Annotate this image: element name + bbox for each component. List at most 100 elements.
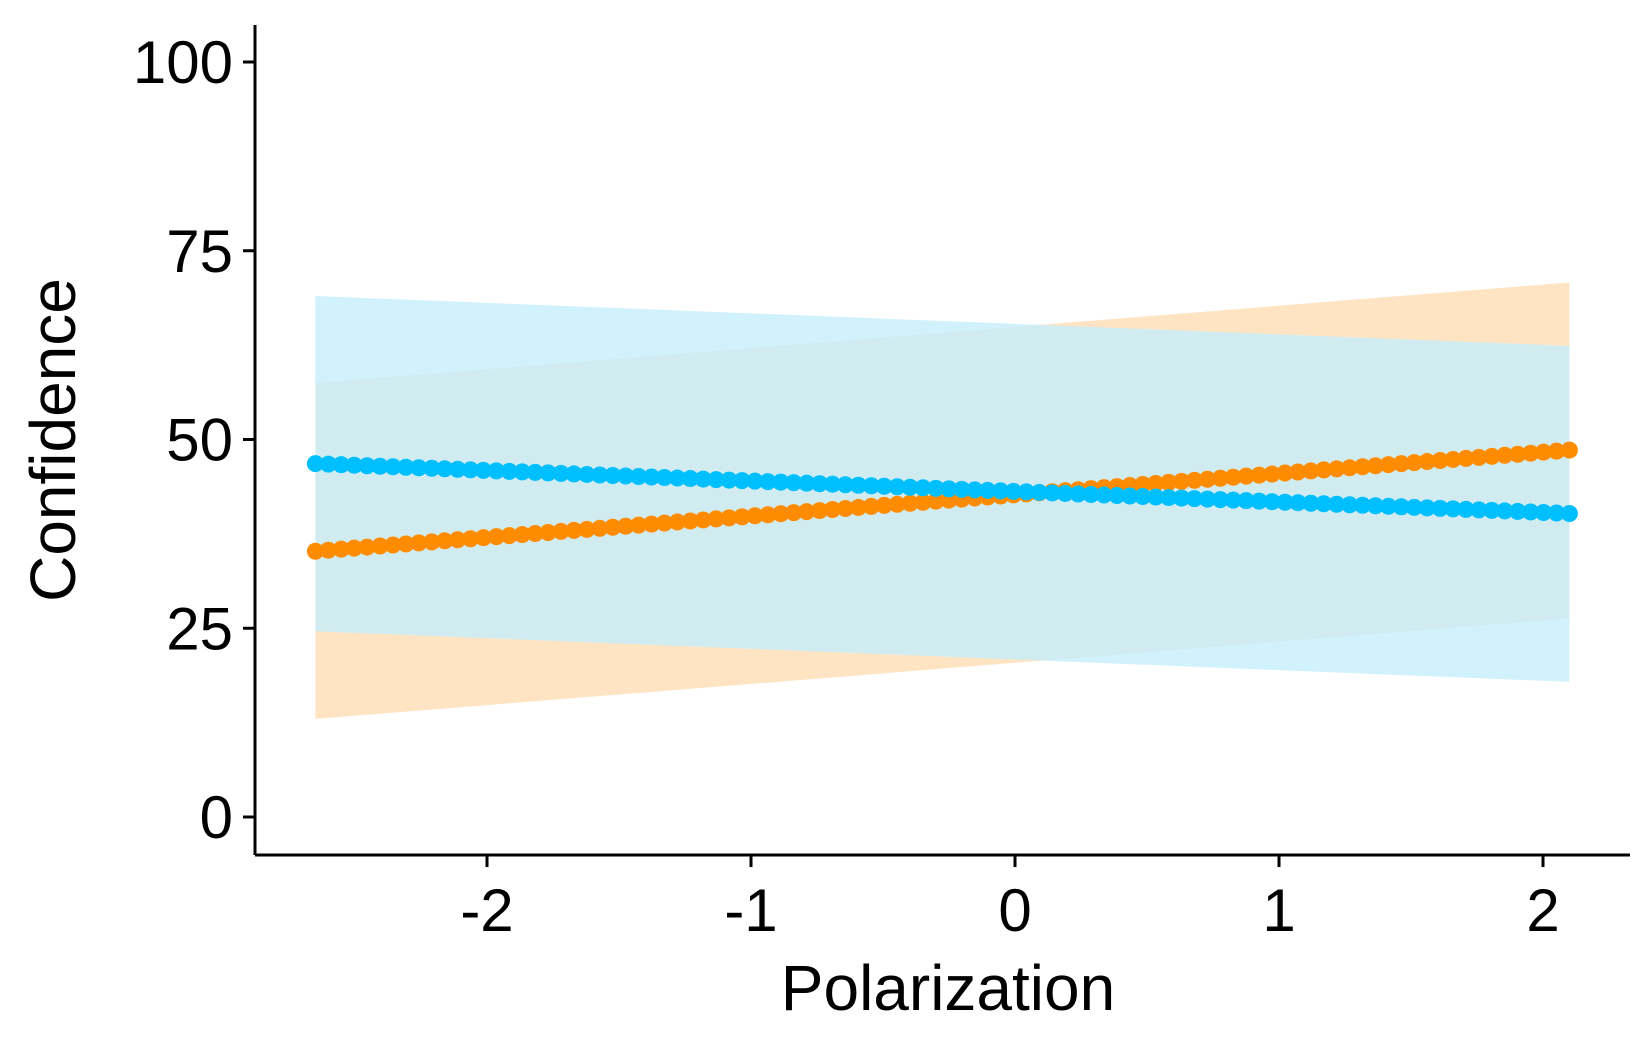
data-point [1147, 488, 1165, 506]
data-point [1147, 474, 1165, 492]
data-point [423, 459, 441, 477]
data-point [513, 463, 531, 481]
data-point [1069, 485, 1087, 503]
data-point [707, 510, 725, 528]
data-point [953, 480, 971, 498]
data-point [694, 470, 712, 488]
data-point [1354, 496, 1372, 514]
data-point [630, 516, 648, 534]
data-point [1237, 467, 1255, 485]
data-point [565, 465, 583, 483]
data-point [1547, 504, 1565, 522]
data-point [1276, 493, 1294, 511]
data-point [1134, 488, 1152, 506]
y-tick-label: 100 [133, 29, 233, 96]
data-point [1185, 490, 1203, 508]
data-point [733, 472, 751, 490]
data-point [927, 492, 945, 510]
data-point [410, 534, 428, 552]
data-point [1328, 495, 1346, 513]
data-point [707, 471, 725, 489]
data-point [1444, 500, 1462, 518]
data-point [811, 502, 829, 520]
data-point [591, 519, 609, 537]
data-point [371, 537, 389, 555]
data-point [1457, 449, 1475, 467]
data-point [1043, 484, 1061, 502]
data-point [1108, 487, 1126, 505]
data-point [1198, 490, 1216, 508]
data-point [772, 473, 790, 491]
data-point [1211, 491, 1229, 509]
data-point [487, 528, 505, 546]
data-point [539, 523, 557, 541]
data-point [888, 478, 906, 496]
data-point [1315, 495, 1333, 513]
data-point [798, 474, 816, 492]
data-point [1302, 494, 1320, 512]
data-point [901, 478, 919, 496]
data-point [785, 474, 803, 492]
data-point [487, 462, 505, 480]
data-point [1173, 472, 1191, 490]
data-point [345, 539, 363, 557]
data-point [1211, 469, 1229, 487]
data-point [940, 480, 958, 498]
data-point [345, 456, 363, 474]
data-point [539, 464, 557, 482]
x-axis-title: Polarization [781, 952, 1115, 1024]
data-point [1431, 451, 1449, 469]
data-point [836, 476, 854, 494]
data-point [371, 457, 389, 475]
data-point [1483, 447, 1501, 465]
data-point [1341, 496, 1359, 514]
data-point [1496, 502, 1514, 520]
data-point [397, 535, 415, 553]
data-point [824, 501, 842, 519]
data-point [1560, 441, 1578, 459]
data-point [410, 459, 428, 477]
data-point [1418, 453, 1436, 471]
data-point [1134, 475, 1152, 493]
data-point [862, 477, 880, 495]
data-point [1392, 498, 1410, 516]
data-point [1095, 486, 1113, 504]
data-point [836, 499, 854, 517]
data-point [449, 460, 467, 478]
y-tick-label: 75 [166, 218, 233, 285]
data-point [1560, 504, 1578, 522]
data-point [1315, 461, 1333, 479]
data-point [798, 503, 816, 521]
data-point [1379, 497, 1397, 515]
data-point [1522, 444, 1540, 462]
data-point [914, 479, 932, 497]
data-point [1379, 456, 1397, 474]
data-point [875, 496, 893, 514]
y-tick-label: 0 [200, 784, 233, 851]
data-point [1354, 458, 1372, 476]
data-point [1405, 454, 1423, 472]
data-point [746, 507, 764, 525]
data-point [1509, 502, 1527, 520]
data-point [1185, 471, 1203, 489]
data-point [319, 541, 337, 559]
data-point [1392, 455, 1410, 473]
data-point [1470, 448, 1488, 466]
data-point [397, 458, 415, 476]
data-point [1263, 493, 1281, 511]
data-point [1082, 485, 1100, 503]
data-point [526, 525, 544, 543]
data-point [1250, 466, 1268, 484]
data-point [436, 460, 454, 478]
data-point [849, 498, 867, 516]
data-point [1276, 464, 1294, 482]
data-point [681, 470, 699, 488]
data-point [1224, 468, 1242, 486]
data-point [565, 521, 583, 539]
x-tick-label: 2 [1526, 877, 1559, 944]
data-point [1263, 465, 1281, 483]
data-point [332, 456, 350, 474]
data-point [1237, 492, 1255, 510]
data-point [694, 511, 712, 529]
